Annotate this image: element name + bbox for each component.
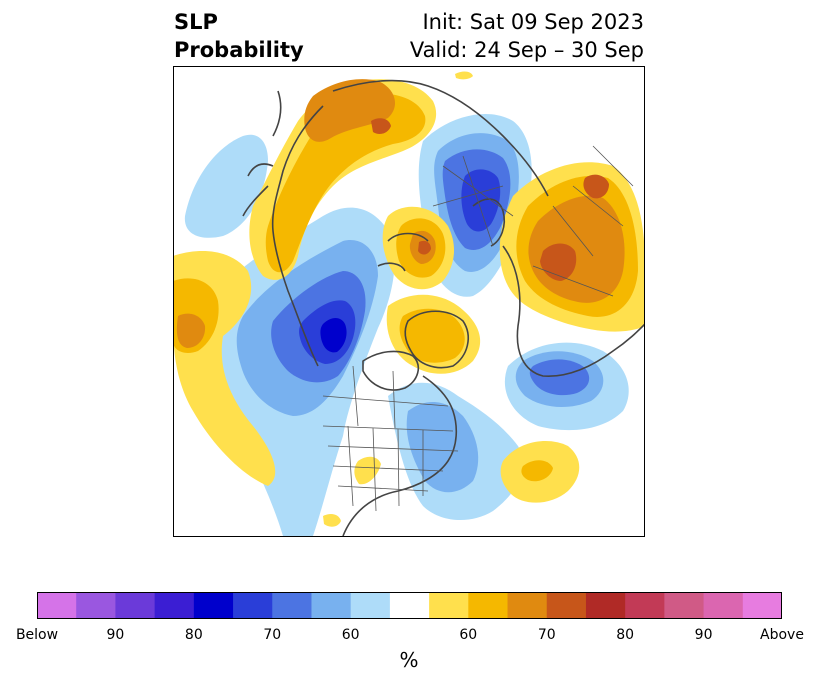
- title-variable: SLP: [174, 10, 218, 34]
- colorbar-bin: [546, 592, 587, 619]
- probability-map: [173, 66, 645, 537]
- map-title-right: Init: Sat 09 Sep 2023 Valid: 24 Sep – 30…: [410, 8, 644, 64]
- colorbar-tick-label: 80: [616, 627, 635, 643]
- colorbar-bin: [389, 592, 430, 619]
- title-valid: Valid: 24 Sep – 30 Sep: [409, 38, 644, 62]
- above-normal-shading: [173, 71, 645, 527]
- borders: [322, 145, 634, 512]
- coast-kamchatka: [272, 90, 282, 137]
- colorbar-bin: [429, 592, 469, 619]
- coast-greenland: [404, 310, 469, 369]
- coastlines: [242, 79, 645, 537]
- above-deep-asia-2: [583, 174, 609, 199]
- below-max-canada: [320, 318, 347, 353]
- above-strong-pacific: [176, 313, 206, 348]
- above-mid-alaska: [265, 93, 426, 273]
- coast-scandinavia: [472, 198, 506, 247]
- coast-north-america-west: [271, 105, 324, 367]
- colorbar-bin: [37, 592, 77, 619]
- colorbar-bin: [742, 592, 782, 619]
- map-title-left: SLP Probability: [174, 8, 304, 64]
- colorbar-bin: [585, 592, 626, 619]
- colorbar-tick-label: 90: [106, 627, 125, 643]
- colorbar-tick-label: 80: [184, 627, 203, 643]
- border-russia: [432, 155, 514, 247]
- title-init: Init: Sat 09 Sep 2023: [422, 10, 644, 34]
- colorbar-tick-label: Above: [760, 627, 804, 643]
- below-light-nw-pacific: [184, 134, 268, 238]
- colorbar: [37, 592, 782, 619]
- above-mid-greenland: [399, 308, 465, 363]
- colorbar-tick-label: 70: [537, 627, 556, 643]
- colorbar-tick-label: 90: [694, 627, 713, 643]
- above-light-russia-top: [455, 71, 473, 80]
- colorbar-bin: [154, 592, 195, 619]
- above-mid-atlantic-south: [521, 460, 553, 482]
- below-mid-atlantic: [406, 401, 479, 493]
- colorbar-tick-label: 70: [263, 627, 282, 643]
- colorbar-bin: [468, 592, 509, 619]
- colorbar-bin: [703, 592, 744, 619]
- colorbar-bin: [350, 592, 391, 619]
- coast-hudson-bay: [362, 350, 420, 391]
- colorbar-bin: [193, 592, 234, 619]
- colorbar-bin: [233, 592, 273, 619]
- colorbar-bin: [311, 592, 352, 619]
- above-deep-alaska: [371, 118, 391, 134]
- border-us-states: [322, 425, 459, 512]
- coast-alaska: [242, 163, 274, 217]
- colorbar-tick-label: 60: [341, 627, 360, 643]
- coast-north-america-east: [342, 375, 458, 537]
- above-strong-alaska: [304, 79, 396, 142]
- above-light-mexico: [323, 513, 341, 527]
- colorbar-bin: [272, 592, 312, 619]
- colorbar-tick-label: Below: [15, 627, 59, 643]
- colorbar-bin: [625, 592, 665, 619]
- colorbar-unit-label: %: [399, 648, 419, 672]
- border-asia: [532, 145, 634, 297]
- below-strong-europe: [529, 359, 590, 396]
- colorbar-bin: [76, 592, 116, 619]
- above-deep-arctic: [418, 240, 431, 255]
- coast-asia-north: [332, 79, 549, 197]
- colorbar-bin: [507, 592, 548, 619]
- border-canada-provinces: [322, 365, 449, 429]
- colorbar-tick-label: 60: [459, 627, 478, 643]
- title-product: Probability: [174, 38, 304, 62]
- colorbar-bin: [664, 592, 705, 619]
- colorbar-bin: [115, 592, 156, 619]
- coast-europe: [502, 245, 645, 377]
- below-normal-shading: [184, 113, 629, 536]
- coast-arctic-islands: [377, 232, 429, 272]
